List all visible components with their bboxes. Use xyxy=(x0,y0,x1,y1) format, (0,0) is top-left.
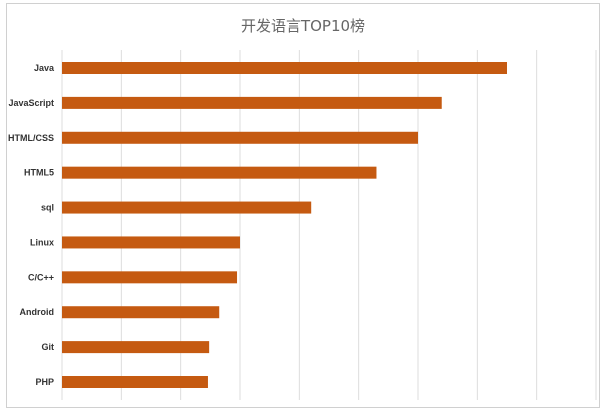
bar-html-css xyxy=(62,131,418,144)
bar-c-c- xyxy=(62,271,238,284)
bar-html5 xyxy=(62,166,377,179)
category-label: Java xyxy=(34,63,55,73)
category-label: Android xyxy=(20,307,55,317)
category-label: Linux xyxy=(30,237,54,247)
category-labels: Java JavaScript HTML/CSS HTML5 sql Linux C/C++… xyxy=(8,63,55,387)
category-label: sql xyxy=(41,203,54,213)
category-label: C/C++ xyxy=(28,272,54,282)
category-label: HTML/CSS xyxy=(8,133,54,143)
bar-git xyxy=(62,341,210,354)
bar-javascript xyxy=(62,96,442,109)
bar-linux xyxy=(62,236,240,249)
category-label: PHP xyxy=(35,377,54,387)
category-label: JavaScript xyxy=(8,98,54,108)
bars xyxy=(62,62,507,388)
bar-php xyxy=(62,376,208,388)
bar-android xyxy=(62,306,220,319)
chart-title: 开发语言TOP10榜 xyxy=(240,17,366,35)
category-label: HTML5 xyxy=(24,168,54,178)
bar-java xyxy=(62,62,507,74)
category-label: Git xyxy=(42,342,55,352)
bar-sql xyxy=(62,201,312,214)
